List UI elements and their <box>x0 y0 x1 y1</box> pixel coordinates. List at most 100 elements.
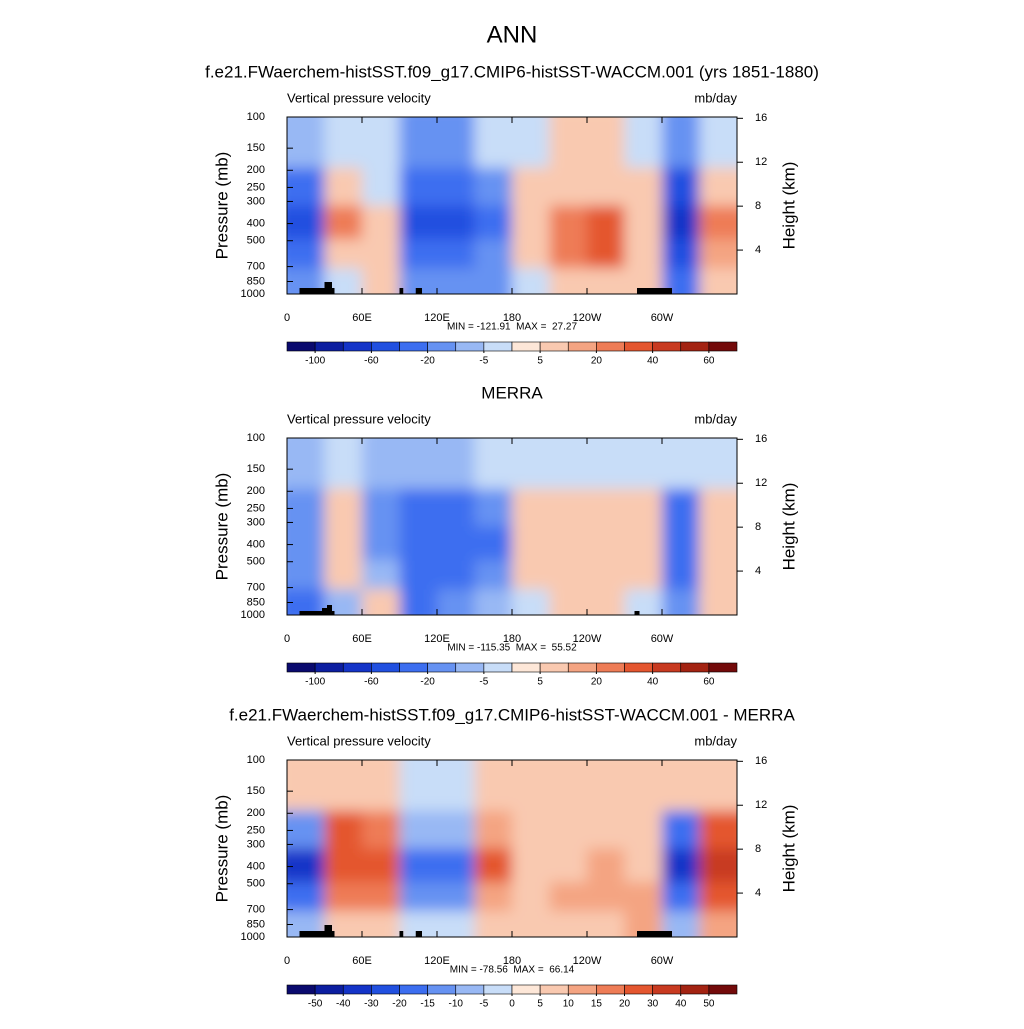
land <box>634 611 640 615</box>
contour-cell <box>587 438 625 490</box>
panel: MERRA Vertical pressure velocity mb/day 100… <box>212 383 798 687</box>
contour-cell <box>512 488 550 527</box>
colorbar-box <box>483 984 513 995</box>
colorbar-box <box>342 341 372 352</box>
x-tick-label: 0 <box>284 633 290 645</box>
colorbar-box <box>567 341 597 352</box>
y2-tick-label: 12 <box>755 477 767 489</box>
colorbar-label: -50 <box>308 999 323 1010</box>
contour-cell <box>699 526 737 561</box>
x-tick-label: 120W <box>573 633 602 645</box>
contour-cell <box>474 589 513 615</box>
colorbar-label: 5 <box>537 356 543 367</box>
contour-cell <box>362 560 400 590</box>
panel-title: f.e21.FWaerchem-histSST.f09_g17.CMIP6-hi… <box>229 705 795 724</box>
colorbar-box <box>539 984 569 995</box>
land <box>399 931 404 937</box>
colorbar-label: 10 <box>563 999 575 1010</box>
contour-cell <box>549 117 588 169</box>
contour-cell <box>324 438 363 490</box>
y-tick-label: 100 <box>247 432 265 444</box>
contour-cell <box>362 117 400 169</box>
y2-axis-label: Height (km) <box>779 805 798 893</box>
contour-cell <box>324 167 363 206</box>
land <box>637 288 672 294</box>
contour-cell <box>699 760 737 812</box>
colorbar-label: -20 <box>420 356 435 367</box>
contour-field <box>287 438 737 615</box>
contour-cell <box>699 239 737 269</box>
land <box>324 925 332 937</box>
colorbar-label: -20 <box>392 999 407 1010</box>
contour-cell <box>587 589 625 615</box>
contour-cell <box>474 205 513 240</box>
colorbar-box <box>314 662 344 673</box>
y-tick-label: 700 <box>247 260 265 272</box>
x-tick-label: 60E <box>352 633 372 645</box>
colorbar-box <box>455 984 485 995</box>
contour-cell <box>587 167 625 206</box>
contour-cell <box>624 526 663 561</box>
contour-cell <box>587 760 625 812</box>
contour-cell <box>437 488 475 527</box>
y-tick-label: 250 <box>247 181 265 193</box>
contour-cell <box>437 268 475 294</box>
contour-cell <box>624 810 663 849</box>
x-tick-label: 120E <box>424 955 450 967</box>
contour-cell <box>437 438 475 490</box>
colorbar-label: -5 <box>479 999 488 1010</box>
contour-cell <box>662 239 700 269</box>
contour-cell <box>324 526 363 561</box>
contour-cell <box>362 205 400 240</box>
colorbar-box <box>624 662 653 673</box>
contour-cell <box>437 882 475 912</box>
colorbar-box <box>427 341 457 352</box>
land <box>327 605 332 615</box>
colorbar-box <box>427 984 457 995</box>
colorbar-label: 30 <box>647 999 659 1010</box>
contour-cell <box>624 205 663 240</box>
contour-cell <box>287 560 325 590</box>
y2-tick-label: 4 <box>755 244 761 256</box>
contour-cell <box>399 117 438 169</box>
contour-cell <box>512 117 550 169</box>
contour-cell <box>587 911 625 937</box>
contour-cell <box>512 268 550 294</box>
colorbar-label: -5 <box>479 356 488 367</box>
contour-cell <box>662 848 700 883</box>
colorbar-box <box>314 984 344 995</box>
colorbar-label: -20 <box>420 677 435 688</box>
contour-cell <box>287 882 325 912</box>
y2-tick-label: 16 <box>755 433 767 445</box>
colorbar-box <box>342 984 372 995</box>
contour-cell <box>624 848 663 883</box>
land <box>322 608 330 615</box>
contour-cell <box>512 239 550 269</box>
y-tick-label: 500 <box>247 235 265 247</box>
contour-cell <box>587 268 625 294</box>
contour-cell <box>287 488 325 527</box>
y-tick-label: 200 <box>247 485 265 497</box>
contour-cell <box>399 205 438 240</box>
contour-cell <box>324 848 363 883</box>
y2-tick-label: 16 <box>755 755 767 767</box>
contour-cell <box>437 810 475 849</box>
contour-cell <box>512 848 550 883</box>
land <box>415 288 422 294</box>
contour-cell <box>362 848 400 883</box>
colorbar-label: -15 <box>420 999 435 1010</box>
contour-cell <box>549 760 588 812</box>
contour-cell <box>587 560 625 590</box>
contour-cell <box>699 882 737 912</box>
colorbar-label: 40 <box>675 999 687 1010</box>
contour-cell <box>699 810 737 849</box>
contour-cell <box>437 760 475 812</box>
contour-cell <box>399 882 438 912</box>
x-tick-label: 60W <box>651 312 674 324</box>
contour-cell <box>624 882 663 912</box>
colorbar-label: 5 <box>537 999 543 1010</box>
stats: MIN = -115.35 MAX = 55.52 <box>447 643 577 654</box>
y-tick-label: 1000 <box>241 609 265 621</box>
contour-fill <box>287 438 737 615</box>
colorbar-label: 60 <box>703 677 715 688</box>
